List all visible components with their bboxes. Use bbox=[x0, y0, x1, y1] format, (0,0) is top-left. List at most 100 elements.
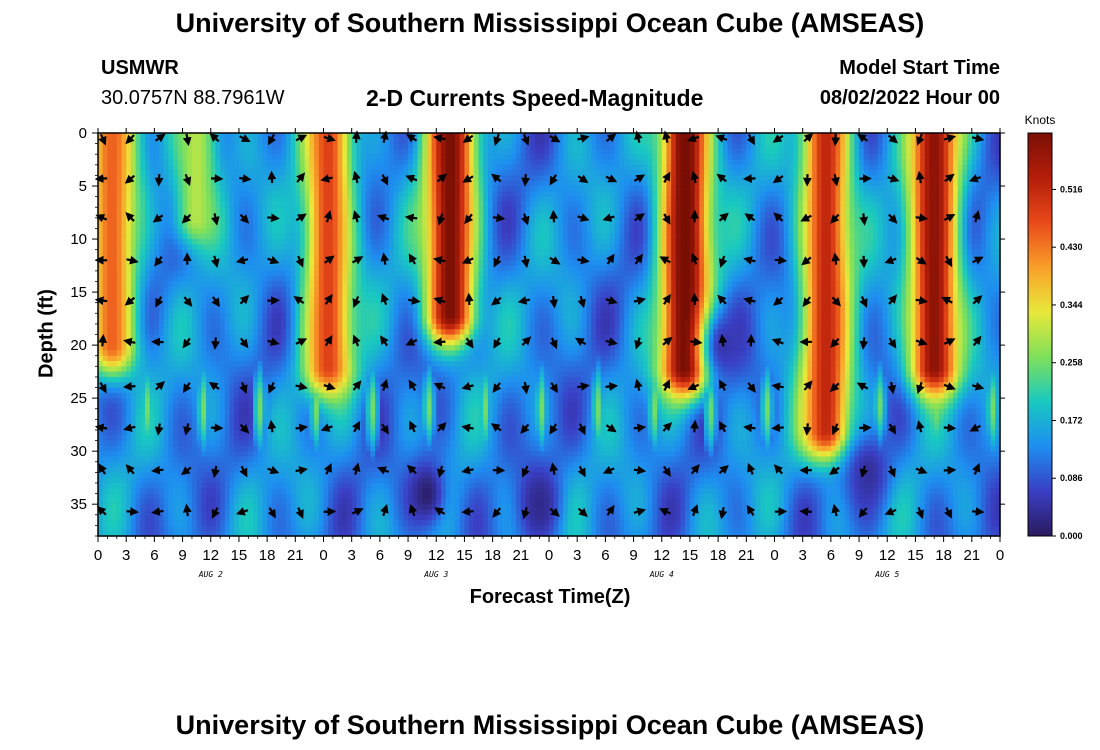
heatmap-cell bbox=[356, 207, 362, 214]
heatmap-cell bbox=[206, 525, 212, 532]
heatmap-cell bbox=[116, 154, 123, 161]
heatmap-cell bbox=[116, 133, 123, 139]
heatmap-cell bbox=[163, 424, 170, 431]
heatmap-cell bbox=[323, 530, 329, 537]
heatmap-cell bbox=[314, 376, 320, 383]
heatmap-cell bbox=[116, 498, 123, 505]
heatmap-cell bbox=[224, 530, 231, 537]
heatmap-cell bbox=[337, 254, 343, 261]
heatmap-cell bbox=[107, 371, 113, 378]
heatmap-cell bbox=[154, 493, 160, 500]
heatmap-cell bbox=[177, 419, 184, 426]
heatmap-cell bbox=[398, 239, 404, 245]
heatmap-cell bbox=[149, 339, 155, 346]
heatmap-cell bbox=[262, 403, 268, 410]
heatmap-cell bbox=[116, 148, 123, 155]
heatmap-cell bbox=[342, 429, 348, 436]
heatmap-cell bbox=[196, 292, 202, 298]
heatmap-cell bbox=[290, 392, 296, 399]
heatmap-cell bbox=[154, 408, 160, 415]
heatmap-cell bbox=[403, 159, 409, 166]
heatmap-cell bbox=[126, 525, 132, 532]
heatmap-cell bbox=[361, 424, 367, 431]
heatmap-cell bbox=[243, 164, 249, 171]
heatmap-cell bbox=[140, 281, 146, 288]
heatmap-cell bbox=[318, 297, 325, 304]
heatmap-cell bbox=[126, 472, 132, 479]
heatmap-cell bbox=[332, 223, 339, 230]
heatmap-cell bbox=[309, 408, 315, 415]
heatmap-cell bbox=[187, 350, 193, 357]
heatmap-cell bbox=[196, 509, 202, 516]
heatmap-cell bbox=[163, 170, 170, 177]
heatmap-cell bbox=[356, 376, 362, 383]
heatmap-cell bbox=[168, 482, 174, 489]
heatmap-cell bbox=[98, 498, 104, 505]
heatmap-cell bbox=[102, 493, 108, 500]
heatmap-cell bbox=[243, 148, 249, 155]
heatmap-cell bbox=[248, 382, 254, 389]
heatmap-cell bbox=[149, 164, 155, 171]
heatmap-cell bbox=[238, 265, 245, 272]
heatmap-cell bbox=[201, 228, 207, 235]
heatmap-cell bbox=[135, 520, 141, 526]
heatmap-cell bbox=[318, 154, 325, 161]
heatmap-cell bbox=[295, 440, 301, 447]
heatmap-cell bbox=[285, 307, 292, 314]
heatmap-cell bbox=[220, 387, 226, 394]
heatmap-cell bbox=[196, 366, 202, 373]
heatmap-cell bbox=[337, 514, 343, 521]
heatmap-cell bbox=[210, 191, 217, 198]
heatmap-cell bbox=[365, 339, 372, 346]
heatmap-cell bbox=[257, 323, 264, 330]
heatmap-cell bbox=[393, 318, 400, 325]
heatmap-cell bbox=[191, 313, 198, 320]
heatmap-cell bbox=[201, 265, 207, 272]
heatmap-cell bbox=[98, 456, 104, 463]
heatmap-cell bbox=[276, 472, 282, 479]
heatmap-cell bbox=[365, 371, 372, 378]
heatmap-cell bbox=[285, 244, 292, 251]
heatmap-cell bbox=[393, 201, 400, 208]
heatmap-cell bbox=[116, 339, 123, 346]
heatmap-cell bbox=[126, 249, 132, 256]
heatmap-cell bbox=[365, 191, 372, 198]
heatmap-cell bbox=[271, 482, 278, 489]
heatmap-cell bbox=[159, 520, 165, 526]
heatmap-cell bbox=[107, 482, 113, 489]
heatmap-cell bbox=[393, 477, 400, 484]
heatmap-cell bbox=[238, 392, 245, 399]
heatmap-cell bbox=[281, 472, 287, 479]
heatmap-cell bbox=[379, 265, 386, 272]
heatmap-cell bbox=[229, 488, 235, 495]
heatmap-cell bbox=[248, 254, 254, 261]
heatmap-cell bbox=[173, 345, 179, 352]
heatmap-cell bbox=[309, 297, 315, 304]
heatmap-cell bbox=[234, 297, 240, 304]
heatmap-cell bbox=[196, 392, 202, 399]
heatmap-cell bbox=[248, 239, 254, 245]
heatmap-cell bbox=[276, 392, 282, 399]
heatmap-cell bbox=[173, 223, 179, 230]
heatmap-cell bbox=[267, 504, 273, 511]
heatmap-cell bbox=[290, 419, 296, 426]
heatmap-cell bbox=[173, 472, 179, 479]
heatmap-cell bbox=[149, 414, 155, 420]
heatmap-cell bbox=[271, 493, 278, 500]
heatmap-cell bbox=[238, 451, 245, 458]
heatmap-cell bbox=[323, 498, 329, 505]
heatmap-cell bbox=[191, 472, 198, 479]
heatmap-cell bbox=[102, 307, 108, 314]
heatmap-cell bbox=[323, 520, 329, 526]
heatmap-cell bbox=[328, 445, 334, 452]
heatmap-cell bbox=[201, 223, 207, 230]
heatmap-cell bbox=[290, 133, 296, 139]
heatmap-cell bbox=[149, 366, 155, 373]
heatmap-cell bbox=[351, 392, 357, 399]
heatmap-cell bbox=[187, 530, 193, 537]
heatmap-cell bbox=[361, 233, 367, 240]
heatmap-cell bbox=[220, 355, 226, 362]
heatmap-cell bbox=[130, 520, 137, 526]
heatmap-cell bbox=[342, 260, 348, 267]
heatmap-cell bbox=[121, 191, 127, 198]
